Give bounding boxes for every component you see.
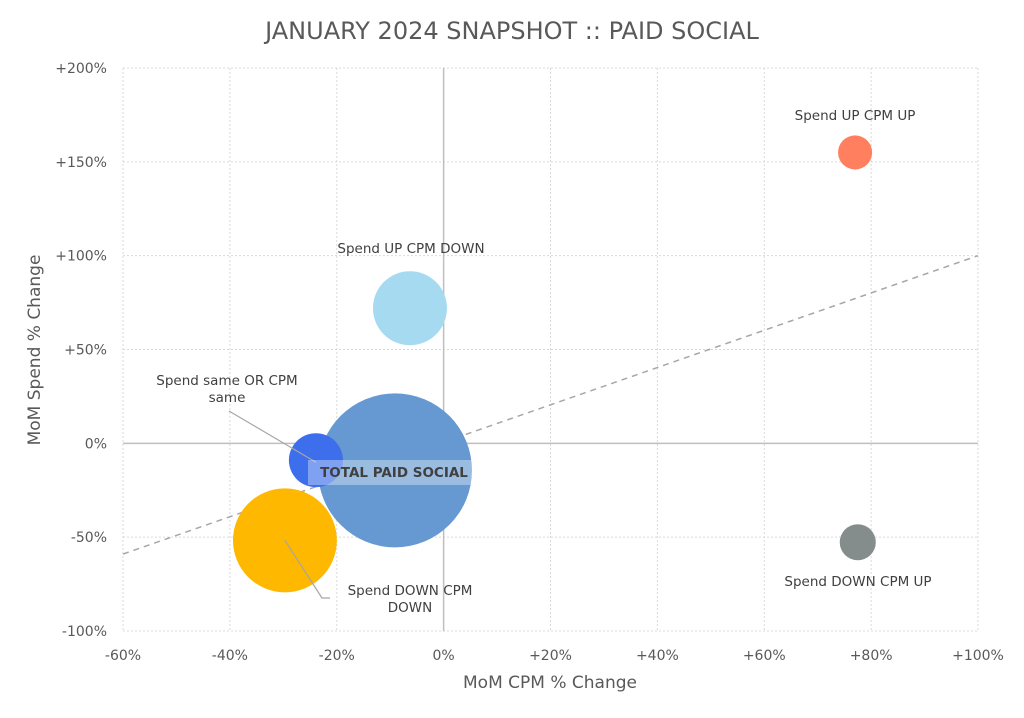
y-tick-label: +100% [55,249,107,265]
y-tick-label: +50% [64,343,107,359]
y-axis-label: MoM Spend % Change [25,255,45,446]
dashed-trend-line [122,254,979,555]
bubble-label: Spend UP CPM DOWN [337,241,484,257]
axes: -60% -40% -20% 0% +20% +40% +60% +80% +100% +200%… [55,61,1004,664]
leader-line [228,410,317,463]
bubble-label: Spend DOWN CPM DOWN [348,583,473,616]
y-tick-label: -50% [71,530,107,546]
chart-title: JANUARY 2024 SNAPSHOT :: PAID SOCIAL [263,17,759,45]
x-tick-label: -40% [212,648,248,664]
x-tick-label: -60% [105,648,141,664]
bubble-label: Spend same OR CPM same [156,373,297,406]
x-axis-label: MoM CPM % Change [463,673,637,693]
bubble-spend-up-cpm-down [372,271,447,346]
bubble-label: TOTAL PAID SOCIAL [320,465,468,481]
bubbles [232,135,876,593]
bubble-spend-down-cpm-up [839,524,876,561]
y-tick-label: +150% [55,155,107,171]
bubble-total-paid-social [317,393,472,548]
bubble-spend-up-cpm-up [838,135,873,170]
x-tick-label: +20% [529,648,572,664]
leader-line [284,540,330,599]
gridlines [122,67,979,632]
x-tick-label: +40% [636,648,679,664]
bubble-label: Spend DOWN CPM UP [784,574,931,590]
x-tick-label: -20% [319,648,355,664]
reference-line [122,254,979,555]
x-tick-label: 0% [433,648,455,664]
bubble-label: Spend UP CPM UP [795,108,916,124]
y-tick-label: -100% [62,624,107,640]
bubble-spend-same [288,433,343,488]
x-tick-label: +80% [850,648,893,664]
total-label-background [308,460,478,485]
bubble-labels: Spend UP CPM UP Spend UP CPM DOWN TOTAL PA… [156,108,931,616]
y-tick-label: +200% [55,61,107,77]
y-tick-label: 0% [85,436,107,452]
x-tick-label: +100% [952,648,1004,664]
x-tick-label: +60% [743,648,786,664]
